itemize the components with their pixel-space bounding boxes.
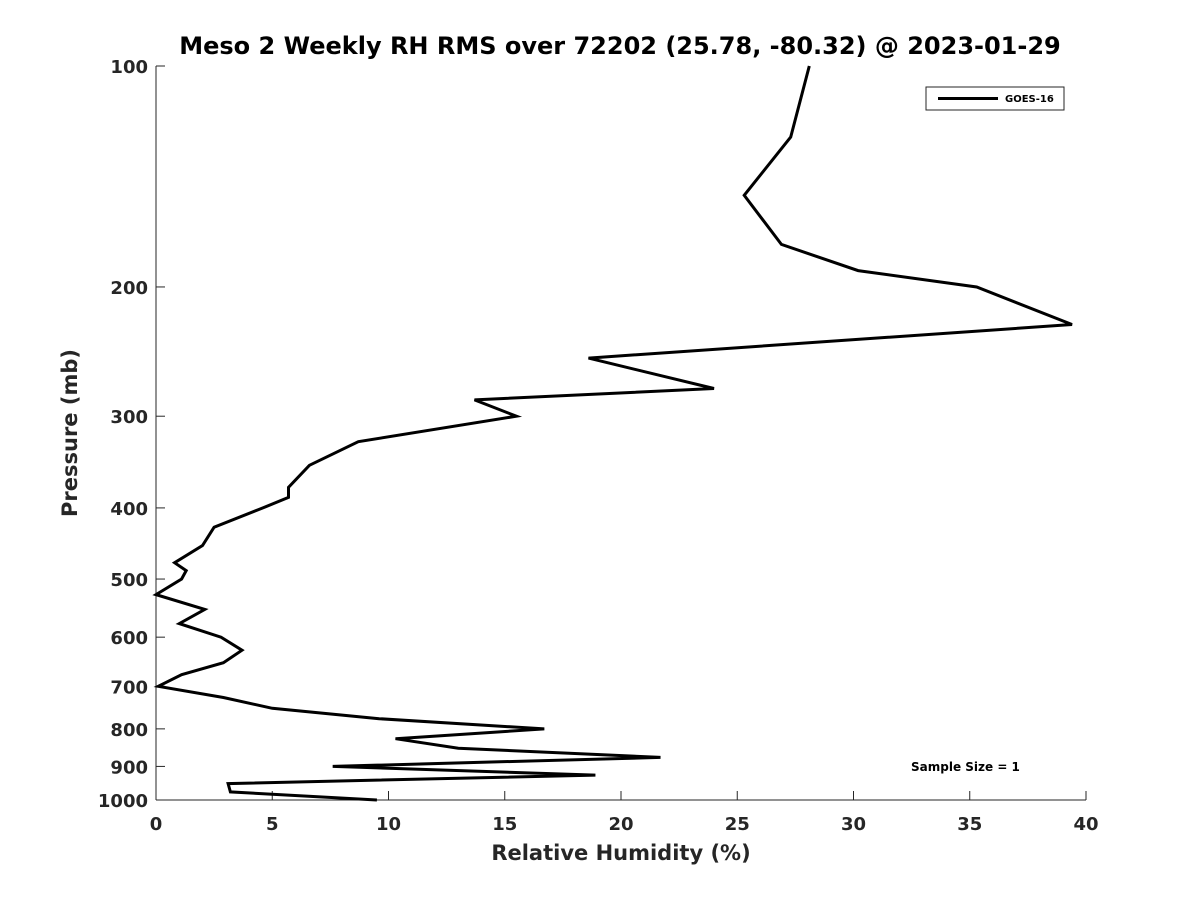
y-tick-label: 700 [110,677,148,698]
y-axis-label: Pressure (mb) [58,349,82,517]
y-tick-label: 100 [110,57,148,78]
x-tick-label: 20 [608,814,633,835]
chart-title: Meso 2 Weekly RH RMS over 72202 (25.78, … [179,32,1061,60]
y-tick-label: 400 [110,499,148,520]
y-tick-label: 1000 [98,791,148,812]
legend-label: GOES-16 [1005,94,1054,105]
x-tick-label: 40 [1073,814,1098,835]
x-tick-label: 30 [841,814,866,835]
x-tick-label: 10 [376,814,401,835]
y-ticks: 100 200 300 400 500 600 700 800 900 1000 [98,57,165,812]
series-line-goes16 [152,65,1073,802]
x-tick-label: 0 [150,814,163,835]
x-axis-label: Relative Humidity (%) [491,841,750,865]
y-tick-label: 200 [110,278,148,299]
x-tick-label: 35 [957,814,982,835]
x-ticks: 0 5 10 15 20 25 30 35 40 [150,791,1099,835]
x-tick-label: 25 [725,814,750,835]
y-tick-label: 600 [110,628,148,649]
legend: GOES-16 [925,86,1065,111]
x-tick-label: 15 [492,814,517,835]
sample-size-annotation: Sample Size = 1 [911,760,1020,774]
y-tick-label: 500 [110,570,148,591]
axes [155,66,1086,801]
x-tick-label: 5 [266,814,279,835]
y-tick-label: 900 [110,757,148,778]
y-tick-label: 800 [110,720,148,741]
y-tick-label: 300 [110,407,148,428]
